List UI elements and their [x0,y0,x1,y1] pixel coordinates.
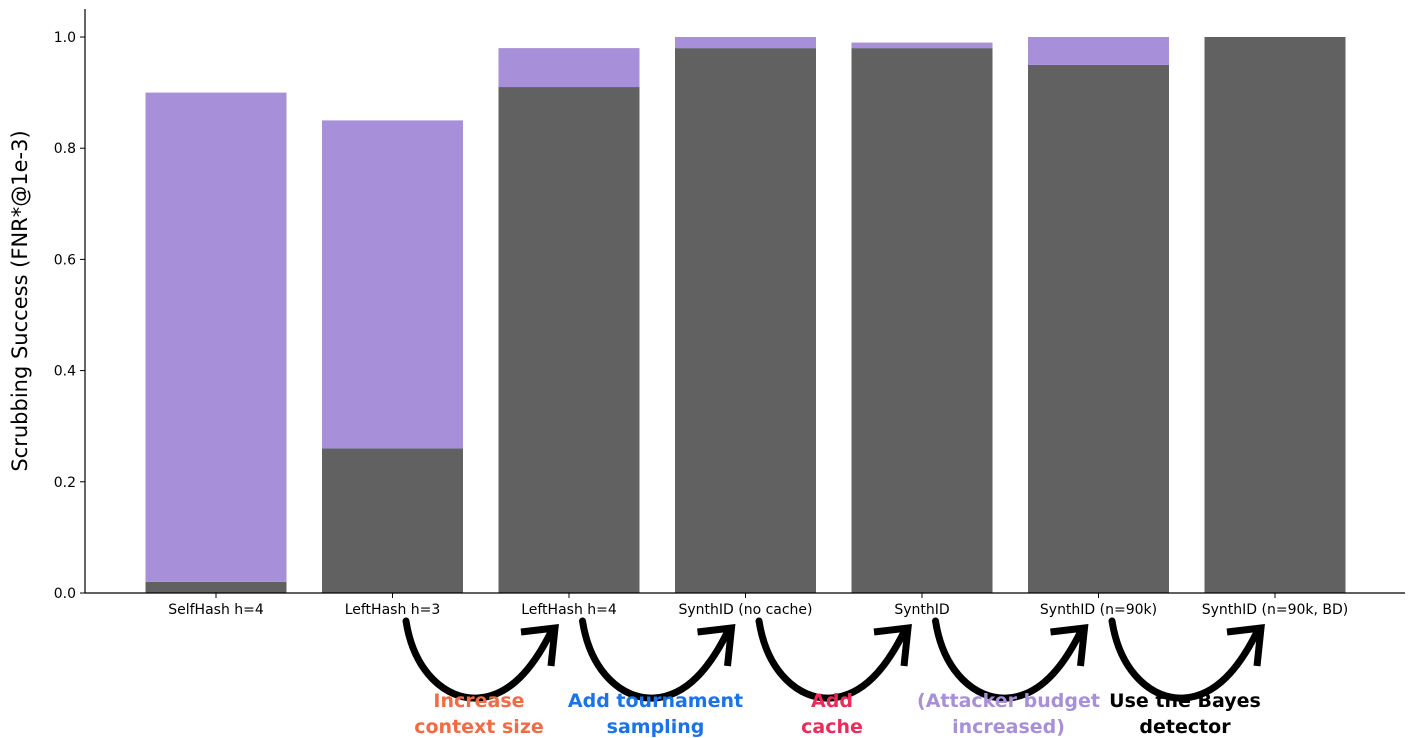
bar-segment-top-2 [322,120,463,449]
arrows-layer [402,617,1265,702]
y-tick-label: 0.0 [54,586,76,602]
arrow-curve [1108,617,1261,702]
y-ticks: 0.0 0.2 0.4 0.6 0.8 1.0 [54,30,85,602]
x-tick-label: LeftHash h=4 [521,602,617,618]
bar-segment-base-1 [145,581,287,593]
x-tick-label: SynthID (n=90k) [1040,602,1157,618]
annotation-3: Add cache [801,690,863,738]
bar-segment-base-5 [851,48,993,594]
arrow-head [520,624,559,667]
x-tick-label: SynthID (n=90k, BD) [1202,602,1349,618]
bar-segment-base-2 [322,448,463,593]
arrow-curve [932,617,1084,702]
arrow-head [873,624,912,667]
arrow-curve [402,617,555,702]
annotation-2: Add tournament sampling [568,690,743,738]
x-tick-label: SynthID (no cache) [678,602,812,618]
arrow-head [1226,624,1265,667]
annotations: Increase context size Add tournament sampli… [414,690,1261,738]
bar-segment-top-1 [145,92,287,582]
annotation-1: Increase context size [414,690,544,738]
arrow-head [697,624,736,667]
annotation-4: (Attacker budget increased) [917,690,1100,738]
bar-segment-top-6 [1028,37,1169,65]
x-tick-label: SynthID [894,602,949,618]
arrow-head [1050,624,1089,667]
bar-segment-top-5 [851,42,993,49]
arrow-curve [579,617,731,702]
bars-layer [145,37,1346,594]
y-tick-label: 0.6 [54,252,76,268]
y-tick-label: 0.4 [54,364,76,380]
bar-segment-base-3 [498,87,640,593]
x-tick-label: LeftHash h=3 [345,602,441,618]
bar-segment-top-3 [498,48,640,88]
y-tick-label: 0.8 [54,141,76,157]
y-axis-label: Scrubbing Success (FNR*@1e-3) [8,130,32,471]
x-ticks: SelfHash h=4 LeftHash h=3 LeftHash h=4 Synt… [168,593,1348,618]
bar-segment-base-4 [675,48,816,594]
y-tick-label: 1.0 [54,30,76,46]
bar-segment-top-4 [675,37,816,49]
bar-segment-base-6 [1028,64,1169,594]
bar-segment-base-7 [1204,37,1346,593]
y-tick-label: 0.2 [54,475,76,491]
arrow-curve [755,617,908,702]
annotation-5: Use the Bayes detector [1109,690,1261,738]
x-tick-label: SelfHash h=4 [168,602,264,618]
